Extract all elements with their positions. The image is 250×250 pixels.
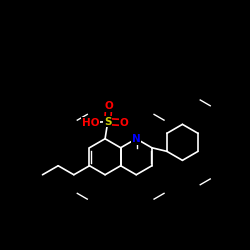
Text: O: O	[120, 118, 128, 128]
Text: S: S	[104, 117, 112, 127]
Text: HO: HO	[82, 118, 100, 128]
Text: O: O	[104, 101, 113, 111]
Text: N: N	[132, 134, 140, 144]
